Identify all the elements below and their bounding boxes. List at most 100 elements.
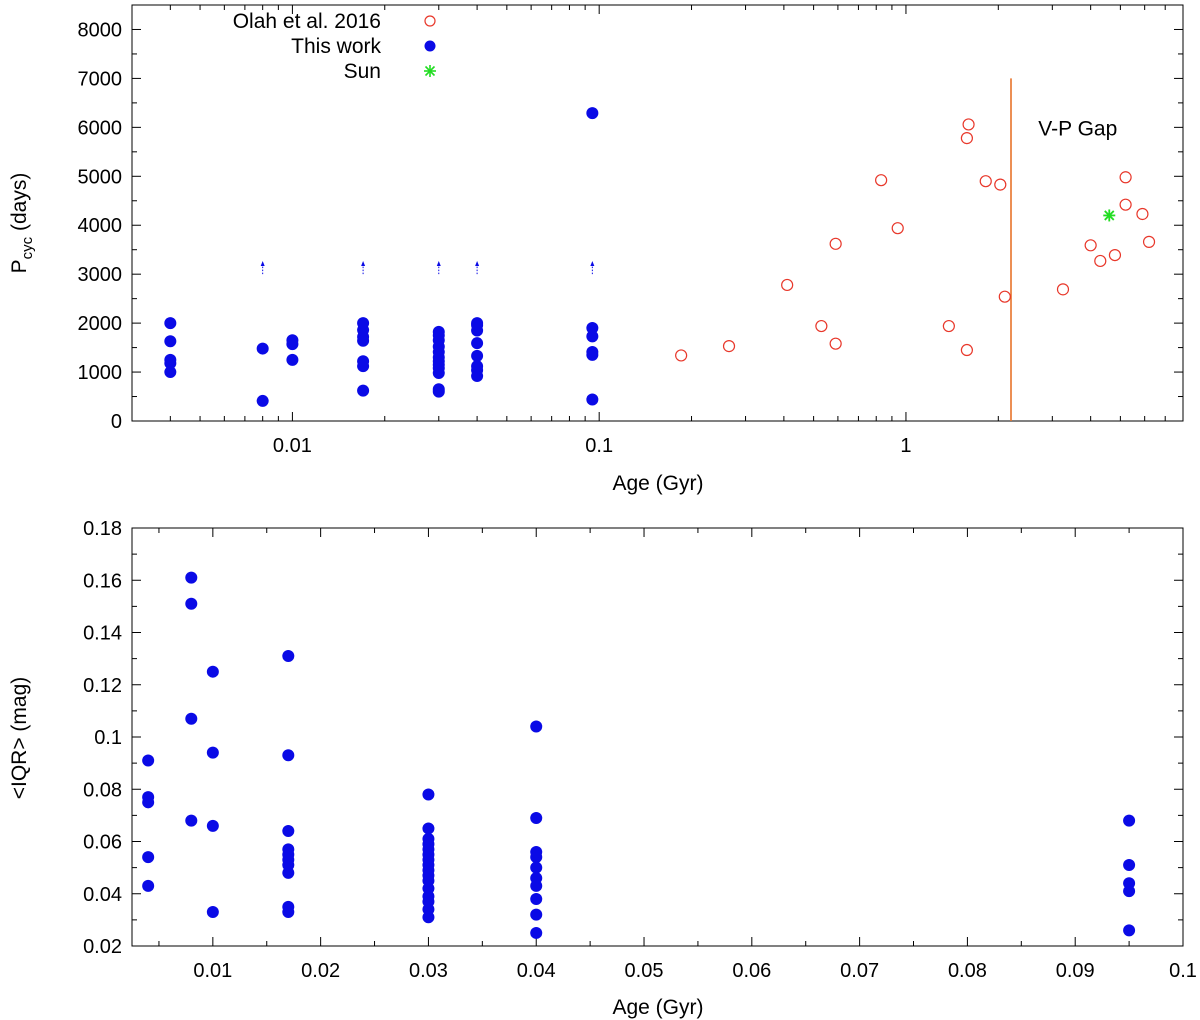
iqr-point	[206, 819, 219, 832]
bottom-x-tick-label: 0.06	[732, 960, 771, 982]
bottom-x-tick-label: 0.04	[517, 960, 556, 982]
iqr-point	[282, 749, 295, 762]
olah-point	[1119, 198, 1132, 211]
lower-limit-arrow-head	[590, 260, 595, 266]
this-work-point	[586, 322, 599, 335]
top-y-tick-label: 5000	[78, 166, 123, 188]
iqr-point	[1123, 814, 1136, 827]
iqr-point	[185, 814, 198, 827]
this-work-point	[164, 353, 177, 366]
bottom-x-tick-label: 0.1	[1169, 960, 1197, 982]
iqr-point	[530, 845, 543, 858]
this-work-point	[357, 317, 370, 330]
top-y-tick-label: 3000	[78, 264, 123, 286]
bottom-x-tick-label: 0.01	[193, 960, 232, 982]
bottom-x-tick-label: 0.09	[1056, 960, 1095, 982]
bottom-y-tick-label: 0.18	[83, 518, 122, 540]
iqr-point	[282, 650, 295, 663]
bottom-data-marks	[142, 571, 1136, 939]
olah-point	[815, 319, 828, 333]
olah-point	[942, 319, 955, 333]
iqr-point	[206, 746, 219, 759]
iqr-point	[142, 851, 155, 864]
olah-point	[1094, 254, 1107, 268]
bottom-y-tick-label: 0.1	[94, 727, 122, 749]
iqr-point	[185, 597, 198, 610]
bottom-chart-panel: 0.02 0.04 0.06 0.08 0.1 0.12 0.14 0.16 0.18 0.01 0…	[8, 518, 1197, 1019]
this-work-point	[164, 317, 177, 330]
top-chart-panel: 0 1000 2000 3000 4000 5000 6000 7000 8000 0.01 0.1…	[8, 4, 1184, 495]
top-y-tick-label: 0	[111, 411, 122, 433]
olah-point	[1136, 207, 1149, 221]
bottom-x-tick-label: 0.03	[409, 960, 448, 982]
iqr-point	[1123, 859, 1136, 872]
top-y-tick-label: 4000	[78, 215, 123, 237]
olah-point	[1108, 248, 1122, 262]
iqr-point	[530, 892, 543, 905]
top-plot-frame	[131, 4, 1184, 422]
olah-point	[1119, 171, 1132, 184]
bottom-plot-frame	[131, 527, 1184, 947]
iqr-point	[142, 754, 155, 767]
olah-point	[722, 340, 736, 353]
olah-point	[781, 278, 794, 292]
this-work-point	[586, 345, 599, 358]
iqr-point	[206, 906, 219, 919]
legend: Olah et al. 2016 This work Sun	[233, 10, 436, 83]
iqr-point	[282, 900, 295, 913]
top-y-tick-label: 8000	[78, 19, 123, 41]
olah-point	[998, 290, 1011, 303]
this-work-point	[357, 355, 370, 368]
this-work-point	[432, 383, 445, 396]
olah-point	[960, 343, 973, 357]
iqr-point	[530, 811, 543, 824]
lower-limit-arrow-head	[475, 260, 480, 266]
olah-point	[994, 178, 1007, 191]
this-work-point	[471, 349, 484, 362]
olah-point	[1056, 283, 1070, 296]
bottom-x-axis-title: Age (Gyr)	[612, 996, 703, 1019]
iqr-point	[185, 712, 198, 725]
this-work-point	[471, 360, 484, 373]
iqr-point	[422, 788, 435, 801]
this-work-point	[256, 342, 269, 355]
iqr-point	[530, 926, 543, 939]
bottom-y-tick-label: 0.04	[83, 884, 122, 906]
iqr-point	[530, 872, 543, 885]
olah-point	[960, 132, 973, 145]
olah-point	[1084, 239, 1097, 252]
legend-label-olah: Olah et al. 2016	[233, 10, 381, 33]
top-x-tick-label: 0.01	[273, 435, 312, 457]
legend-label-sun: Sun	[344, 60, 381, 83]
bottom-y-tick-label: 0.14	[83, 623, 122, 645]
bottom-x-tick-label: 0.07	[840, 960, 879, 982]
olah-point	[829, 337, 842, 350]
iqr-point	[142, 879, 155, 892]
this-work-point	[471, 317, 484, 330]
bottom-y-axis-title: <IQR> (mag)	[8, 677, 31, 800]
olah-point	[979, 175, 992, 188]
vp-gap-annotation: V-P Gap	[1038, 117, 1117, 140]
this-work-point	[286, 334, 299, 347]
this-work-point	[586, 330, 599, 343]
olah-point	[891, 222, 904, 235]
legend-marker-this-work	[424, 40, 436, 52]
olah-point	[675, 349, 688, 362]
top-x-tick-label: 0.1	[585, 435, 613, 457]
iqr-point	[206, 665, 219, 678]
this-work-point	[286, 353, 299, 366]
sun-point	[1103, 209, 1116, 222]
iqr-point	[282, 843, 295, 856]
bottom-axes: 0.02 0.04 0.06 0.08 0.1 0.12 0.14 0.16 0.18 0.01 0…	[83, 518, 1197, 982]
top-y-tick-label: 6000	[78, 117, 123, 139]
bottom-y-tick-label: 0.16	[83, 570, 122, 592]
top-x-axis-title: Age (Gyr)	[612, 472, 703, 495]
this-work-point	[164, 335, 177, 348]
this-work-point	[471, 337, 484, 350]
bottom-x-tick-label: 0.02	[301, 960, 340, 982]
sun-point-stroke	[1104, 210, 1115, 221]
top-y-tick-label: 7000	[78, 68, 123, 90]
this-work-point	[586, 393, 599, 406]
this-work-point	[432, 325, 445, 338]
